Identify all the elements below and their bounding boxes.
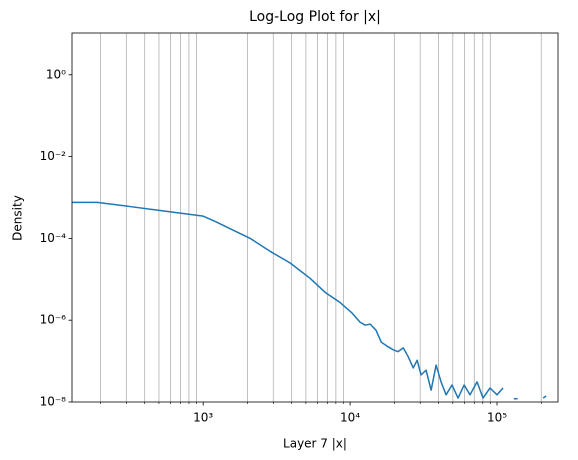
- y-tick-label: 10⁻⁶: [40, 313, 67, 327]
- chart-title: Log-Log Plot for |x|: [249, 9, 381, 25]
- axes-frame: [71, 32, 559, 403]
- x-tick-label: 10³: [193, 411, 213, 425]
- y-tick-label: 10⁻²: [40, 149, 67, 163]
- y-tick-label: 10⁻⁴: [40, 231, 67, 245]
- grid: [100, 33, 542, 402]
- x-tick-label: 10⁵: [487, 411, 507, 425]
- y-tick-label: 10⁰: [46, 67, 66, 81]
- x-axis-label: Layer 7 |x|: [283, 437, 347, 451]
- x-tick-label: 10⁴: [340, 411, 360, 425]
- y-axis-label: Density: [11, 195, 25, 241]
- ticks: 10³ 10⁴ 10⁵ 10⁰ 10⁻² 10⁻⁴ 10⁻⁶ 10⁻⁸: [40, 67, 542, 425]
- data-line: [72, 201, 547, 400]
- plot-area: [72, 201, 547, 400]
- y-tick-label: 10⁻⁸: [40, 395, 67, 409]
